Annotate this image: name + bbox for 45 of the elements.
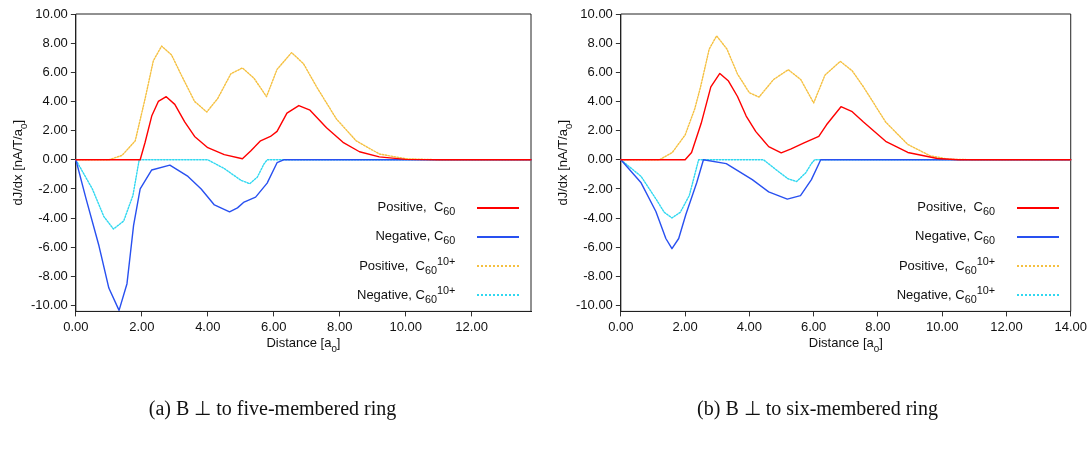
y-tick-label: -4.00 bbox=[38, 209, 68, 225]
x-tick-label: 10.00 bbox=[389, 318, 422, 334]
y-tick-label: -6.00 bbox=[583, 238, 613, 254]
y-tick-label: 4.00 bbox=[587, 93, 613, 109]
x-tick-label: 10.00 bbox=[925, 318, 959, 334]
y-axis-title: dJ/dx [nA/T/a0] bbox=[555, 119, 574, 206]
x-tick-label: 0.00 bbox=[608, 318, 634, 334]
x-tick-label: 12.00 bbox=[455, 318, 488, 334]
y-tick-label: -2.00 bbox=[583, 180, 613, 196]
x-tick-label: 6.00 bbox=[801, 318, 827, 334]
x-tick-label: 14.00 bbox=[1054, 318, 1088, 334]
y-tick-label: 10.00 bbox=[580, 5, 613, 21]
x-tick-label: 2.00 bbox=[129, 318, 155, 334]
legend-label: Positive, C$_{60}$ bbox=[377, 199, 456, 217]
x-tick-label: 8.00 bbox=[865, 318, 891, 334]
y-tick-label: -4.00 bbox=[583, 209, 613, 225]
y-tick-label: 6.00 bbox=[587, 63, 613, 79]
y-tick-label: 10.00 bbox=[35, 5, 68, 21]
y-tick-label: -10.00 bbox=[575, 297, 613, 313]
y-tick-label: -8.00 bbox=[583, 267, 613, 283]
y-tick-label: 0.00 bbox=[587, 151, 613, 167]
legend-label: Positive, C$_{60}$ bbox=[917, 199, 996, 217]
y-tick-label: 8.00 bbox=[587, 34, 613, 50]
y-tick-label: 0.00 bbox=[42, 151, 68, 167]
y-tick-label: -2.00 bbox=[38, 180, 68, 196]
x-tick-label: 4.00 bbox=[736, 318, 763, 334]
x-tick-label: 2.00 bbox=[672, 318, 698, 334]
legend-label: Negative, C$_{60}$ bbox=[375, 228, 456, 246]
y-tick-label: 2.00 bbox=[42, 122, 68, 138]
y-tick-label: -10.00 bbox=[30, 297, 68, 313]
x-tick-label: 8.00 bbox=[327, 318, 353, 334]
y-tick-label: 2.00 bbox=[587, 122, 613, 138]
text: (a) B ⊥ to five-membered ring bbox=[147, 396, 398, 420]
y-tick-label: 8.00 bbox=[42, 34, 68, 50]
y-tick-label: 4.00 bbox=[42, 93, 68, 109]
x-tick-label: 0.00 bbox=[63, 318, 89, 334]
y-tick-label: -6.00 bbox=[38, 238, 68, 254]
y-axis-title: dJ/dx [nA/T/a0] bbox=[10, 119, 29, 206]
x-tick-label: 6.00 bbox=[261, 318, 287, 334]
y-tick-label: 6.00 bbox=[42, 63, 68, 79]
x-tick-label: 4.00 bbox=[195, 318, 221, 334]
text: (b) B ⊥ to six-membered ring bbox=[696, 396, 939, 420]
legend-label: Negative, C$_{60}$ bbox=[915, 228, 996, 246]
x-tick-label: 12.00 bbox=[990, 318, 1023, 334]
y-tick-label: -8.00 bbox=[38, 267, 68, 283]
